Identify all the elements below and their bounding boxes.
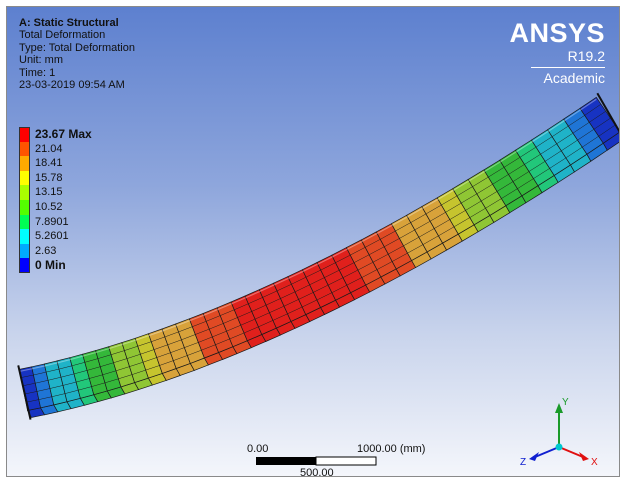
triad-x-label: X — [591, 457, 598, 468]
legend-swatch — [19, 127, 30, 142]
axis-triad[interactable]: Y X Z — [517, 395, 607, 473]
legend-label: 21.04 — [35, 142, 63, 155]
legend-swatch — [19, 214, 30, 230]
beam-end-flange — [596, 92, 619, 133]
legend-label: 15.78 — [35, 171, 63, 184]
ansys-brand: ANSYS R19.2 Academic — [509, 19, 605, 86]
scale-bar-dark-segment — [256, 457, 316, 465]
triad-y-arrowhead — [555, 403, 563, 413]
legend-swatch — [19, 243, 30, 259]
graphics-viewport[interactable]: A: Static Structural Total Deformation T… — [6, 6, 620, 477]
legend-label: 10.52 — [35, 200, 63, 213]
result-unit: Unit: mm — [19, 54, 63, 67]
analysis-title: A: Static Structural — [19, 17, 119, 29]
brand-divider — [531, 67, 605, 68]
beam-web-segment — [579, 96, 619, 144]
legend-label: 23.67 Max — [35, 127, 92, 141]
triad-z-arrowhead — [529, 452, 539, 461]
triad-x-axis — [558, 446, 584, 458]
beam-mesh-line — [25, 124, 616, 403]
beam-end-flange — [17, 365, 32, 420]
legend-label: 18.41 — [35, 157, 63, 170]
legend-label: 5.2601 — [35, 230, 69, 243]
beam-model[interactable] — [7, 7, 620, 477]
scale-bar-light-segment — [315, 456, 377, 466]
legend-swatch — [19, 141, 30, 157]
beam-mesh-line — [20, 103, 602, 378]
beam-mesh-line — [24, 117, 611, 395]
legend-label: 7.8901 — [35, 215, 69, 228]
triad-z-axis — [534, 446, 560, 458]
legend-label: 13.15 — [35, 186, 63, 199]
beam-mesh-line — [22, 110, 606, 387]
legend-swatch — [19, 229, 30, 244]
triad-y-label: Y — [562, 397, 569, 408]
legend-swatch — [19, 199, 30, 215]
ansys-version: R19.2 — [567, 48, 605, 64]
triad-x-arrowhead — [579, 452, 589, 461]
result-type: Type: Total Deformation — [19, 41, 135, 54]
legend-swatch — [19, 156, 30, 171]
triad-origin — [555, 443, 563, 451]
legend-label: 0 Min — [35, 258, 66, 273]
scale-end-label: 1000.00 (mm) — [357, 443, 426, 455]
legend-swatch — [19, 185, 30, 200]
triad-z-label: Z — [520, 457, 526, 468]
result-info-block: A: Static Structural Total Deformation T… — [19, 17, 135, 91]
beam-top-flange-edge — [19, 98, 597, 372]
result-time: Time: 1 — [19, 66, 56, 79]
scale-mid-label: 500.00 — [300, 467, 334, 477]
scale-start-label: 0.00 — [247, 443, 269, 455]
result-name: Total Deformation — [19, 29, 106, 42]
legend-swatch — [19, 170, 30, 186]
ansys-logo: ANSYS — [509, 18, 605, 48]
ansys-edition: Academic — [543, 70, 605, 86]
legend-swatch — [19, 258, 30, 273]
scale-bar — [256, 456, 377, 466]
legend-label: 2.63 — [35, 244, 57, 257]
result-timestamp: 23-03-2019 09:54 AM — [19, 79, 125, 92]
